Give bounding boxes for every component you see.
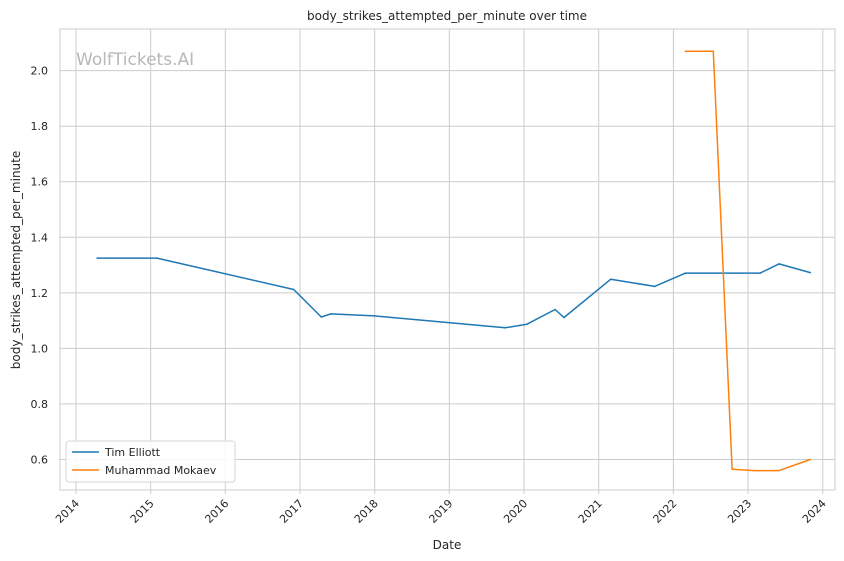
x-tick-label: 2014 xyxy=(53,497,82,526)
data-point-muhammad-mokaev xyxy=(684,50,687,53)
x-tick-label: 2017 xyxy=(277,497,306,526)
x-tick-label: 2018 xyxy=(352,497,381,526)
x-tick-label: 2015 xyxy=(128,497,157,526)
data-point-tim-elliott xyxy=(504,327,507,329)
x-axis-title: Date xyxy=(433,538,462,552)
data-point-muhammad-mokaev xyxy=(712,50,715,53)
data-point-muhammad-mokaev xyxy=(809,458,812,461)
data-point-tim-elliott xyxy=(330,313,332,315)
legend-label-muhammad-mokaev: Muhammad Mokaev xyxy=(105,464,217,477)
data-point-muhammad-mokaev xyxy=(778,469,780,472)
data-point-tim-elliott xyxy=(96,257,99,259)
y-tick-label: 1.6 xyxy=(31,176,49,189)
y-tick-label: 0.8 xyxy=(31,398,49,411)
data-point-tim-elliott xyxy=(809,271,812,274)
y-tick-label: 2.0 xyxy=(31,65,49,78)
data-point-tim-elliott xyxy=(563,316,565,319)
y-tick-label: 1.4 xyxy=(31,231,49,244)
data-point-tim-elliott xyxy=(373,315,376,317)
data-point-tim-elliott xyxy=(320,316,323,318)
data-point-muhammad-mokaev xyxy=(753,469,756,472)
data-point-tim-elliott xyxy=(526,323,528,326)
chart-title: body_strikes_attempted_per_minute over t… xyxy=(307,9,587,23)
data-point-tim-elliott xyxy=(554,308,556,311)
x-tick-label: 2024 xyxy=(800,497,829,526)
y-axis-title: body_strikes_attempted_per_minute xyxy=(9,151,23,369)
data-point-tim-elliott xyxy=(778,263,780,265)
x-tick-label: 2016 xyxy=(202,497,231,526)
legend-label-tim-elliott: Tim Elliott xyxy=(104,446,161,459)
data-point-tim-elliott xyxy=(609,278,612,281)
series-layer xyxy=(96,50,812,472)
x-tick-label: 2019 xyxy=(426,497,455,526)
series-line-muhammad-mokaev xyxy=(685,50,811,472)
data-point-tim-elliott xyxy=(759,272,761,274)
x-tick-label: 2022 xyxy=(651,497,680,526)
watermark: WolfTickets.AI xyxy=(76,50,194,70)
grid-lines xyxy=(60,29,835,494)
data-point-muhammad-mokaev xyxy=(731,468,733,470)
data-point-tim-elliott xyxy=(156,257,158,259)
plot-area xyxy=(59,28,836,491)
y-tick-label: 1.2 xyxy=(31,287,49,300)
data-point-tim-elliott xyxy=(653,285,656,288)
legend: Tim Elliott Muhammad Mokaev xyxy=(65,440,236,483)
legend-box xyxy=(65,440,236,483)
x-tick-label: 2021 xyxy=(576,497,605,526)
y-tick-label: 0.6 xyxy=(31,453,49,466)
y-tick-label: 1.0 xyxy=(31,342,49,355)
data-point-tim-elliott xyxy=(292,288,295,291)
y-tick-label: 1.8 xyxy=(31,120,49,133)
x-tick-label: 2023 xyxy=(725,497,754,526)
x-tick-label: 2020 xyxy=(501,497,530,526)
data-point-tim-elliott xyxy=(684,272,687,274)
